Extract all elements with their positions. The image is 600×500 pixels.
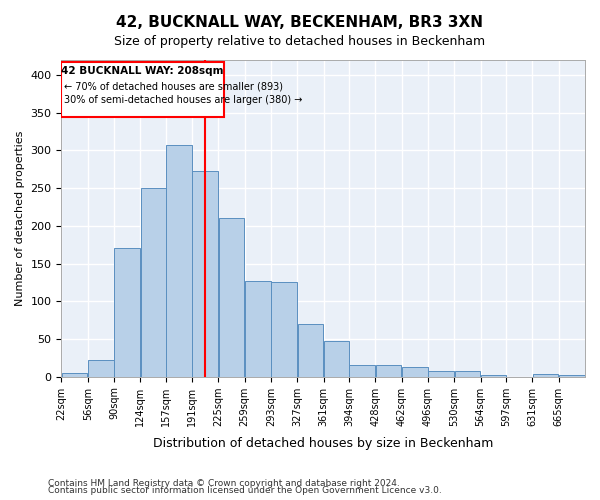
Bar: [481, 375, 506, 376]
Bar: [271, 282, 297, 376]
Bar: [62, 373, 88, 376]
Bar: [349, 366, 375, 376]
Bar: [533, 374, 559, 376]
Text: 42 BUCKNALL WAY: 208sqm: 42 BUCKNALL WAY: 208sqm: [61, 66, 224, 76]
Bar: [428, 370, 454, 376]
Y-axis label: Number of detached properties: Number of detached properties: [15, 130, 25, 306]
Bar: [88, 360, 114, 376]
Bar: [193, 171, 218, 376]
Text: Size of property relative to detached houses in Beckenham: Size of property relative to detached ho…: [115, 35, 485, 48]
Text: Contains HM Land Registry data © Crown copyright and database right 2024.: Contains HM Land Registry data © Crown c…: [48, 478, 400, 488]
Bar: [114, 248, 140, 376]
Text: 30% of semi-detached houses are larger (380) →: 30% of semi-detached houses are larger (…: [64, 94, 303, 104]
Text: 42, BUCKNALL WAY, BECKENHAM, BR3 3XN: 42, BUCKNALL WAY, BECKENHAM, BR3 3XN: [116, 15, 484, 30]
FancyBboxPatch shape: [61, 62, 224, 116]
Text: ← 70% of detached houses are smaller (893): ← 70% of detached houses are smaller (89…: [64, 81, 283, 91]
Bar: [559, 375, 585, 376]
Bar: [166, 145, 192, 376]
Bar: [455, 370, 481, 376]
Bar: [324, 341, 349, 376]
Bar: [218, 218, 244, 376]
Bar: [245, 281, 271, 376]
Bar: [140, 188, 166, 376]
Bar: [298, 324, 323, 376]
X-axis label: Distribution of detached houses by size in Beckenham: Distribution of detached houses by size …: [153, 437, 493, 450]
Text: Contains public sector information licensed under the Open Government Licence v3: Contains public sector information licen…: [48, 486, 442, 495]
Bar: [402, 367, 428, 376]
Bar: [376, 366, 401, 376]
